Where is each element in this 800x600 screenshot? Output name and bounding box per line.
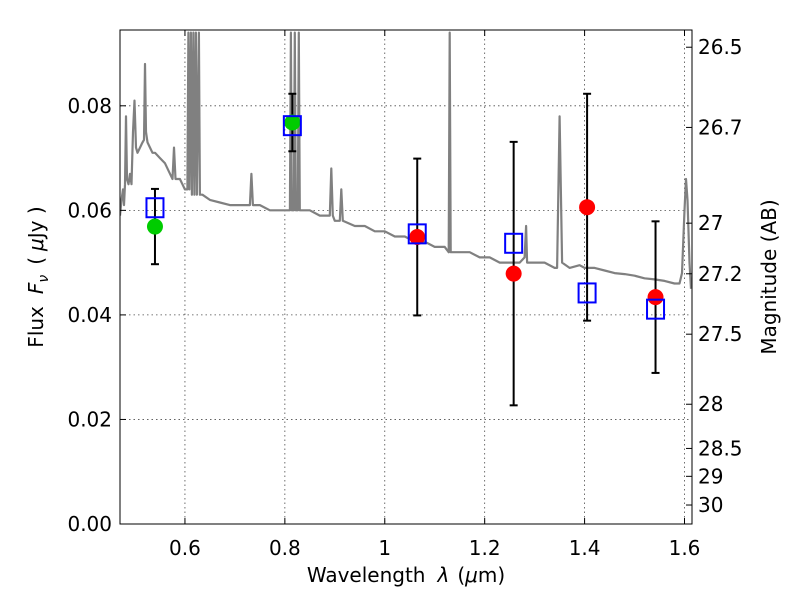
hst-photometry-point [409,229,426,246]
y2-tick-label: 30 [698,493,723,517]
ticks: 0.6 0.8 1 1.2 1.4 1.6 0.00 0.02 0.04 0.06 0.08 26.5… [67,30,743,560]
y-tick-label: 0.00 [67,512,112,536]
y-tick-label: 0.08 [67,94,112,118]
ground-photometry-point [284,114,301,131]
y-tick-label: 0.06 [67,198,112,222]
y2-tick-label: 27.5 [698,322,743,346]
x-axis-label: Wavelength λ (μm) [307,563,505,587]
y-tick-label: 0.02 [67,407,112,431]
model-photometry-point [646,298,666,320]
grid [120,30,692,524]
y2-tick-label: 27.2 [698,262,743,286]
y2-tick-label: 27 [698,211,723,235]
x-tick-label: 1 [378,536,391,560]
hst-photometry-point [647,289,664,306]
model-photometry-point [504,232,524,254]
y-tick-label: 0.04 [67,303,112,327]
model-photometry-point [577,282,597,304]
model-photometry-point [407,223,427,245]
y2-tick-label: 26.7 [698,115,743,139]
x-tick-label: 1.2 [469,536,501,560]
y2-tick-label: 28.5 [698,436,743,460]
x-tick-label: 1.6 [669,536,701,560]
model-photometry-point [145,197,165,219]
hst-photometry-point [505,265,522,282]
y-axis-label: FluxFν(μJy ) [24,206,52,347]
y2-tick-label: 26.5 [698,35,743,59]
y2-axis-label: Magnitude (AB) [757,199,781,354]
y2-tick-label: 28 [698,392,723,416]
x-tick-label: 0.8 [269,536,301,560]
y2-tick-label: 29 [698,464,723,488]
plot-area [120,31,692,407]
model-photometry-point [282,115,302,137]
axes-frame [119,29,693,525]
x-tick-label: 1.4 [569,536,601,560]
x-tick-label: 0.6 [169,536,201,560]
ground-photometry-point [146,218,163,235]
hst-photometry-point [579,199,596,216]
